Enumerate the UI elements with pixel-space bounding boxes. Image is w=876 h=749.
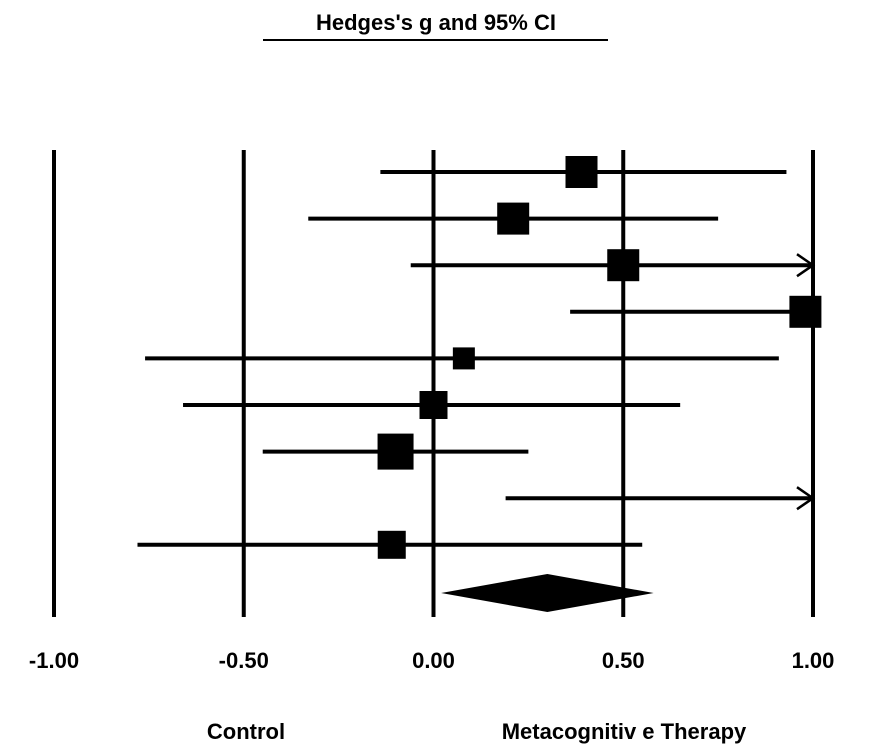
- ci-arrow: [796, 486, 816, 511]
- x-tick-label: 0.00: [412, 648, 455, 673]
- effect-marker: [419, 391, 448, 419]
- summary-effect: [441, 574, 654, 612]
- summary-diamond: [441, 574, 654, 612]
- x-tick-label: -1.00: [29, 648, 79, 673]
- x-tick-label: -0.50: [219, 648, 269, 673]
- effect-marker: [789, 295, 822, 328]
- study-rows: [137, 156, 822, 559]
- right-side-label: Metacognitiv e Therapy: [502, 719, 747, 744]
- left-side-label: Control: [207, 719, 285, 744]
- chart-title: Hedges's g and 95% CI: [316, 10, 556, 35]
- x-tick-label: 1.00: [792, 648, 835, 673]
- x-axis-tick-labels: -1.00 -0.50 0.00 0.50 1.00: [29, 648, 834, 673]
- grid-lines: [52, 150, 815, 617]
- effect-marker: [452, 347, 475, 370]
- effect-marker: [377, 530, 406, 559]
- effect-marker: [377, 433, 414, 470]
- effect-marker: [565, 156, 598, 188]
- ci-arrow: [796, 253, 816, 278]
- effect-marker: [607, 249, 640, 282]
- x-tick-label: 0.50: [602, 648, 645, 673]
- effect-marker: [497, 202, 530, 235]
